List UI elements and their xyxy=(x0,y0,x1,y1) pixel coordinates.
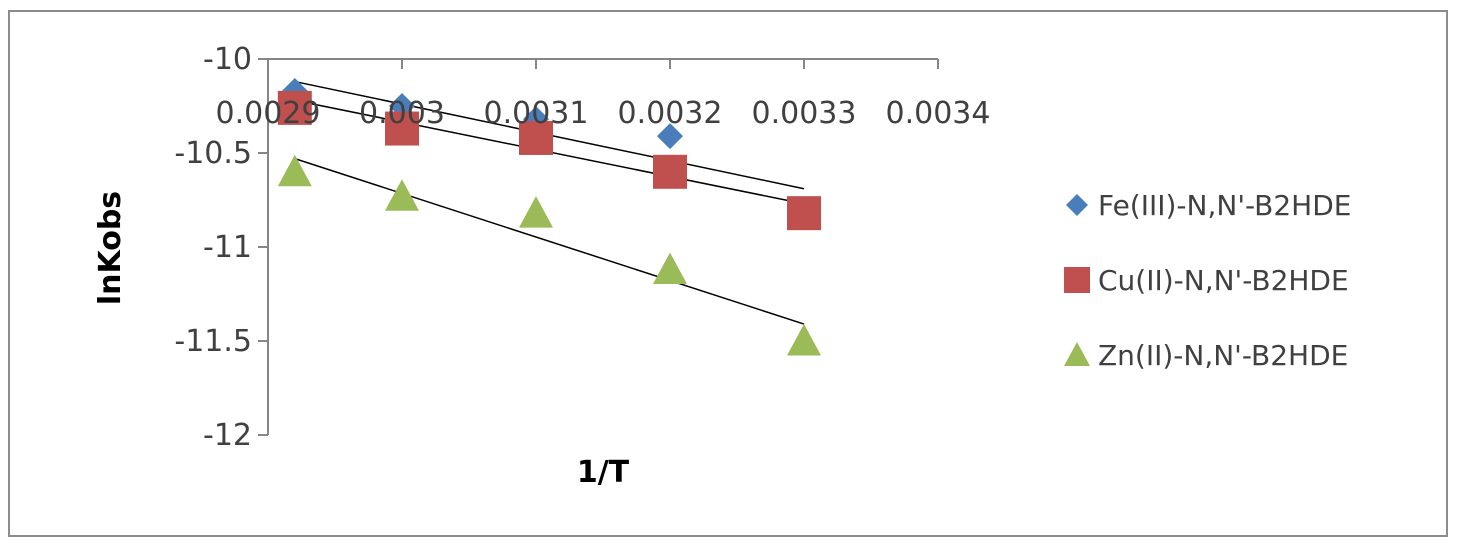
legend: Fe(III)-N,N'-B2HDE Cu(II)-N,N'-B2HDE Zn(II… xyxy=(1064,189,1351,372)
y-tick-label: -10.5 xyxy=(174,136,252,171)
legend-label: Zn(II)-N,N'-B2HDE xyxy=(1098,339,1348,372)
x-axis-title: 1/T xyxy=(577,455,630,490)
data-point xyxy=(385,179,419,211)
data-point xyxy=(653,154,687,189)
y-tick-label: -10 xyxy=(203,42,252,77)
chart-frame xyxy=(8,10,1448,537)
data-point xyxy=(657,123,683,150)
legend-label: Cu(II)-N,N'-B2HDE xyxy=(1098,264,1349,297)
legend-marker xyxy=(1066,194,1088,216)
x-tick-label: 0.0032 xyxy=(618,96,723,131)
data-point xyxy=(277,154,312,187)
data-point xyxy=(787,196,821,231)
y-tick-label: -11 xyxy=(203,230,252,265)
legend-marker xyxy=(1064,342,1090,367)
data-point xyxy=(519,120,553,155)
x-tick-label: 0.0033 xyxy=(752,96,857,131)
data-markers xyxy=(277,77,821,356)
y-tick-label: -12 xyxy=(203,418,252,453)
data-point xyxy=(277,90,312,125)
data-point xyxy=(787,324,821,356)
data-point xyxy=(385,111,419,146)
x-tick-label: 0.0029 xyxy=(216,96,321,131)
x-tick-label: 0.0031 xyxy=(484,96,589,131)
axes xyxy=(258,58,939,436)
trendline xyxy=(294,157,805,325)
y-axis-title: lnKobs xyxy=(93,191,128,305)
legend-label: Fe(III)-N,N'-B2HDE xyxy=(1098,189,1351,222)
x-tick-label: 0.003 xyxy=(359,96,445,131)
y-tick-label: -11.5 xyxy=(174,324,252,359)
x-tick-label: 0.0034 xyxy=(886,96,991,131)
data-point xyxy=(519,196,553,228)
data-point xyxy=(653,252,687,285)
tick-labels: -10 -10.5 -11 -11.5 -12 0.0029 0.003 0.0031 0.00… xyxy=(174,42,990,453)
legend-marker xyxy=(1064,267,1090,293)
